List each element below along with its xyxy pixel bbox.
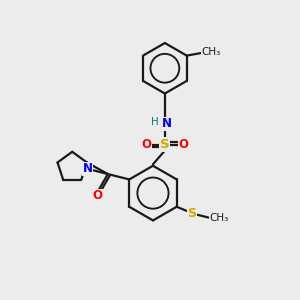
Text: N: N <box>83 162 93 175</box>
Text: N: N <box>162 117 172 130</box>
Text: H: H <box>151 117 158 127</box>
Text: O: O <box>93 189 103 202</box>
Text: S: S <box>188 207 196 220</box>
Text: O: O <box>178 138 188 151</box>
Text: N: N <box>83 162 93 175</box>
Text: CH₃: CH₃ <box>202 47 221 57</box>
Text: S: S <box>160 138 170 151</box>
Text: O: O <box>141 138 152 151</box>
Text: CH₃: CH₃ <box>209 213 229 223</box>
